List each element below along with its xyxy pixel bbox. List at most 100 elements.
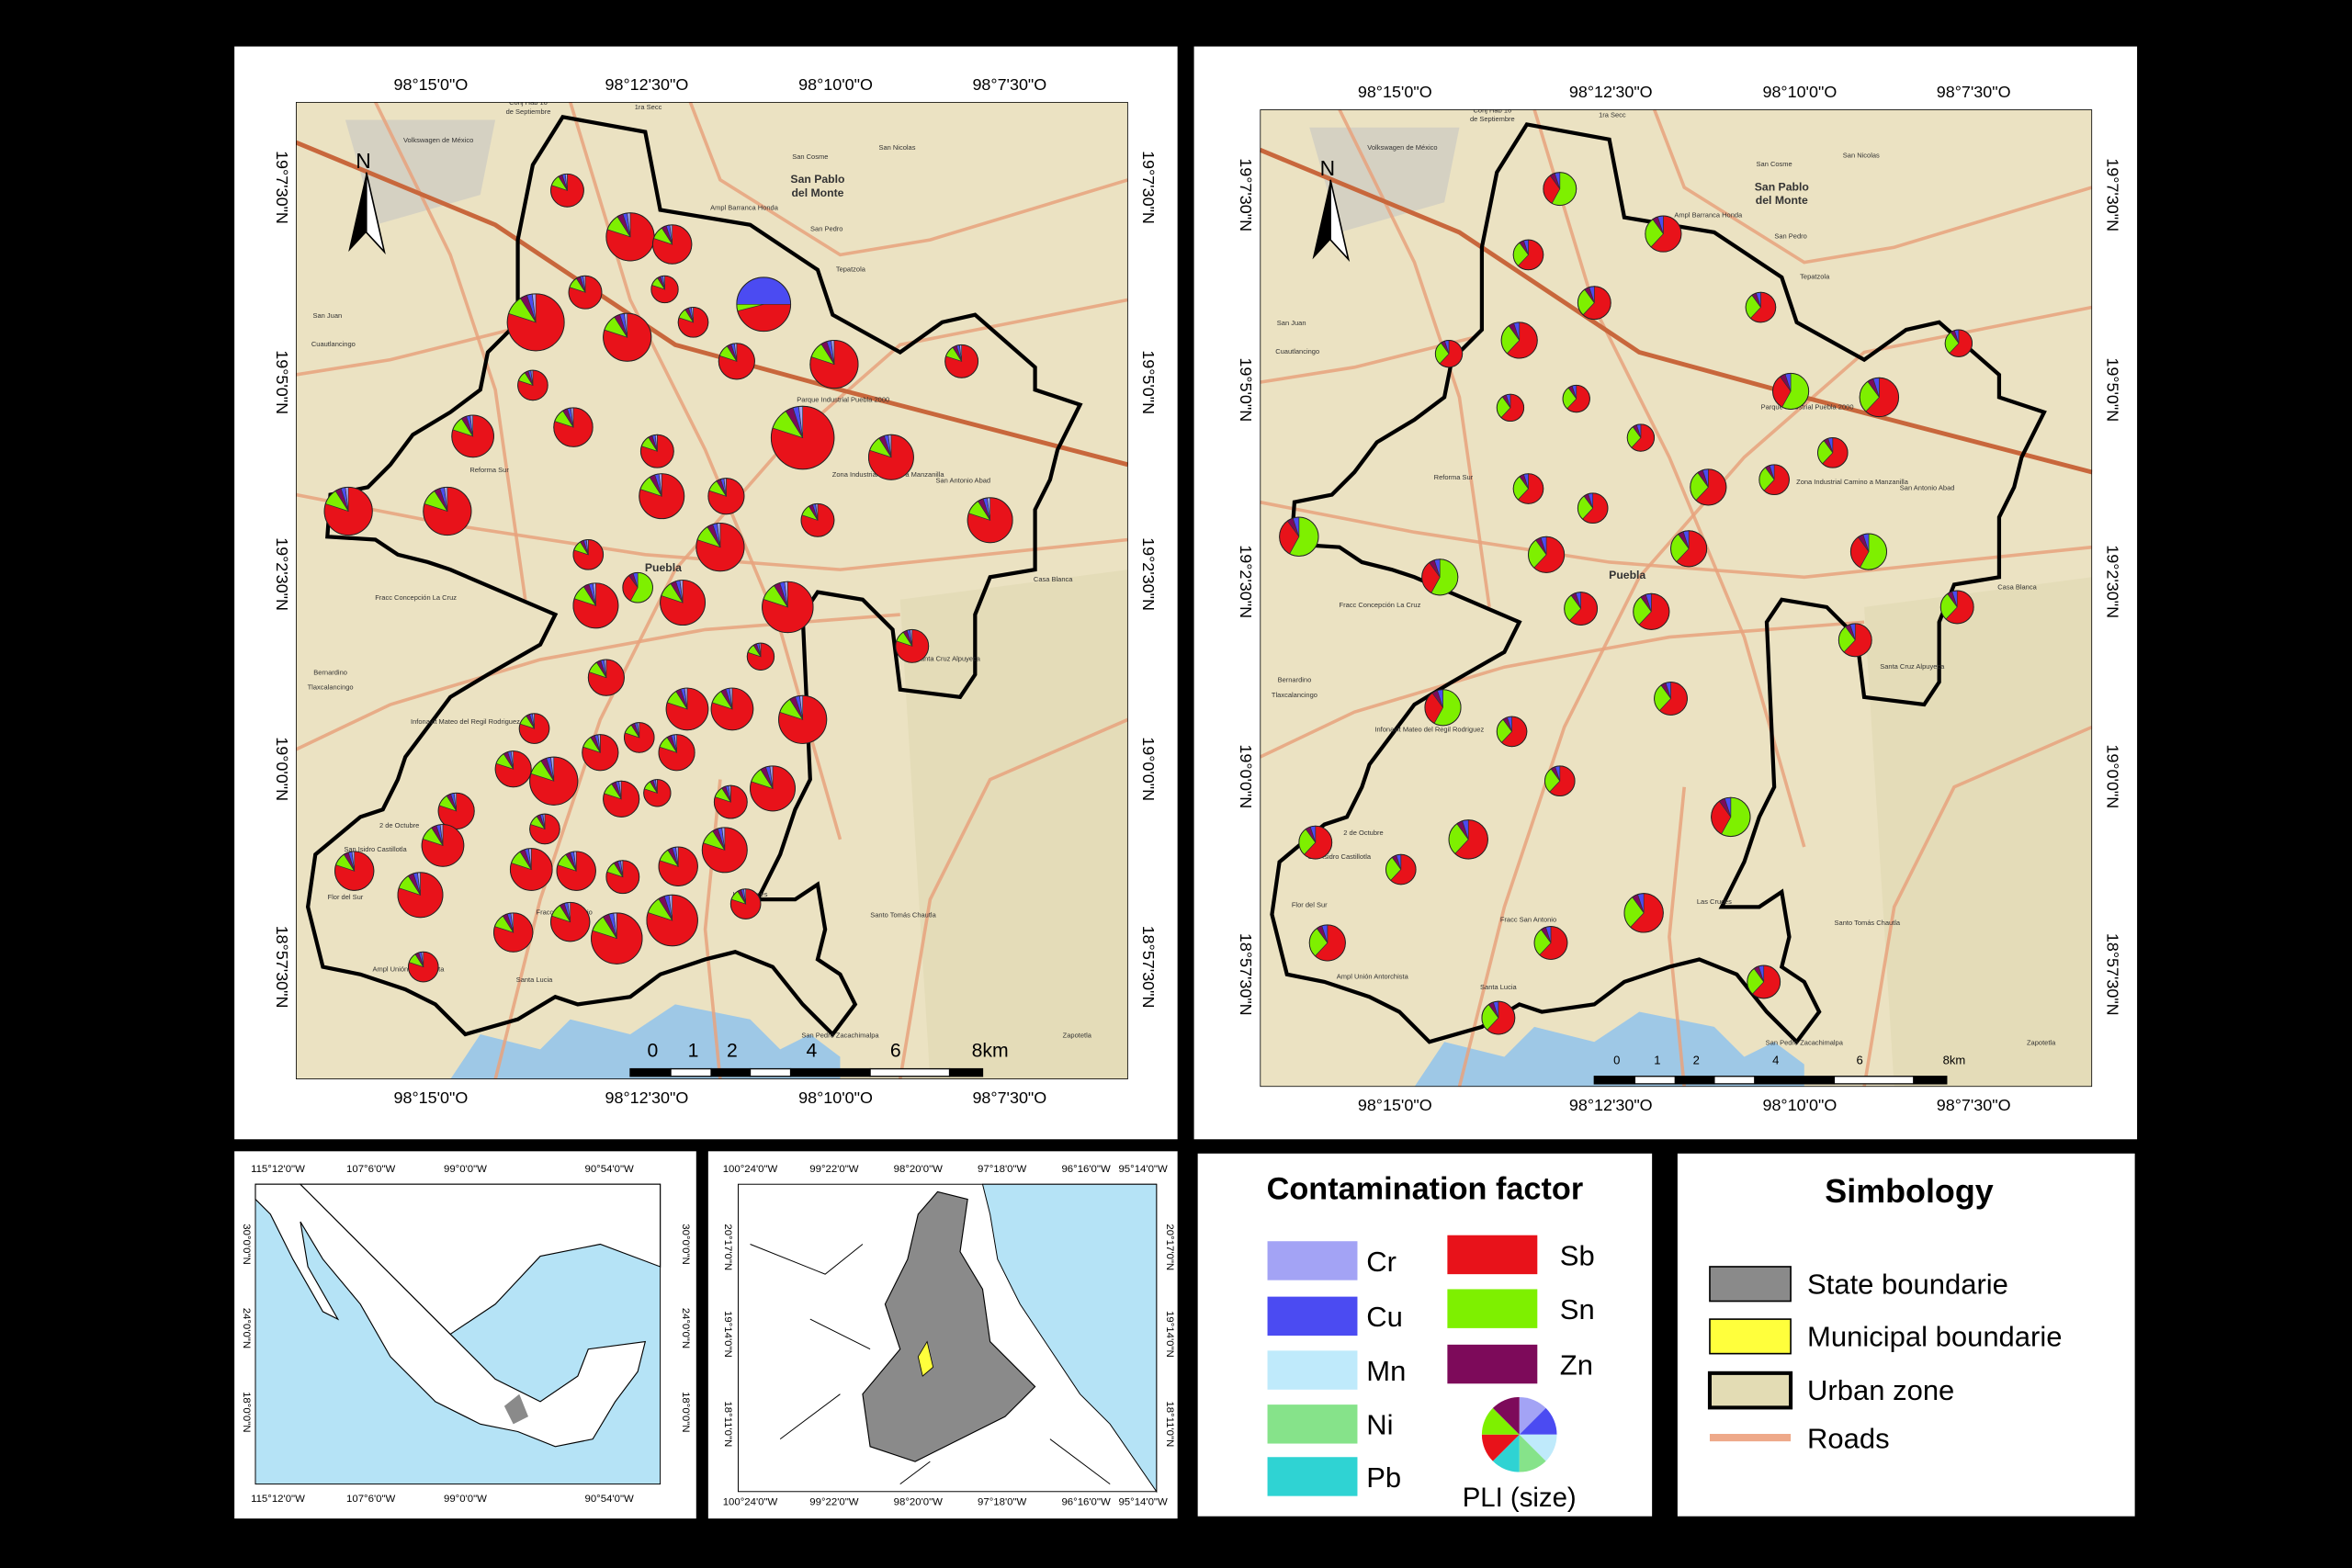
place-name: Reforma Sur (469, 466, 509, 474)
place-name: Fracc San Antonio (1500, 916, 1556, 924)
pie-outline (556, 851, 596, 891)
legend-label: Zn (1560, 1348, 1593, 1381)
road (1338, 109, 1491, 608)
pie-slice (1519, 1407, 1557, 1435)
pie-chart (1562, 384, 1590, 413)
place-name: Flor del Sur (328, 893, 364, 901)
coord-x-bottom: 95°14'0"W (1118, 1496, 1168, 1507)
pie-chart (701, 827, 748, 874)
pie-chart (1626, 423, 1656, 452)
scale-label: 1 (1654, 1054, 1660, 1067)
pie-outline (736, 276, 792, 333)
scale-segment (710, 1067, 752, 1077)
pie-chart (650, 275, 679, 304)
pie-chart (334, 851, 375, 891)
pie-outline (553, 407, 594, 447)
scale-segment (1674, 1076, 1715, 1085)
scale-segment (629, 1067, 672, 1077)
road (1668, 786, 1687, 1088)
pie-outline (582, 734, 619, 772)
pie-chart (1528, 536, 1566, 573)
pie-outline (1496, 716, 1528, 748)
simbology-label: Roads (1807, 1422, 1890, 1454)
pie-chart (1544, 765, 1576, 797)
pie-chart (1448, 819, 1488, 860)
scale-label: 6 (890, 1041, 901, 1062)
pie-outline (1424, 689, 1462, 727)
scale-label: 0 (648, 1041, 659, 1062)
pie-outline (800, 502, 835, 537)
pie-chart (660, 580, 707, 626)
pie-outline (967, 497, 1013, 544)
coord-x-bottom: 97°18'0"W (978, 1496, 1027, 1507)
pie-chart (1816, 437, 1849, 468)
coord-x-bottom: 107°6'0"W (346, 1494, 396, 1505)
pie-outline (1481, 1000, 1516, 1035)
coord-y-left: 18°11'0"N (722, 1401, 733, 1447)
coord-x-bottom: 98°7'30"O (972, 1089, 1046, 1107)
legend-title: Contamination factor (1267, 1172, 1584, 1207)
pie-chart (1308, 924, 1346, 962)
place-name: Ampl Barranca Honda (710, 203, 779, 211)
place-name: Ampl Barranca Honda (1674, 211, 1743, 220)
legend-label: Mn (1366, 1355, 1406, 1387)
pie-chart (323, 486, 373, 536)
place-name: 2 de Octubre (379, 821, 419, 829)
pie-chart (1633, 592, 1670, 630)
pie-chart (506, 293, 565, 352)
urban-zone-boundary (1270, 122, 2047, 1045)
pie-chart (710, 687, 754, 731)
municipality (917, 1340, 934, 1377)
coord-y-left: 19°2'30"N (273, 537, 291, 611)
simbology-label: State boundarie (1807, 1268, 2008, 1300)
legend-swatch (1447, 1344, 1538, 1384)
pie-chart (1772, 372, 1810, 411)
pie-outline (1623, 893, 1664, 933)
pie-outline (591, 912, 643, 964)
pie-chart (437, 792, 475, 829)
pie-outline (605, 860, 640, 895)
sea (981, 1183, 1158, 1494)
legend-swatch (1447, 1235, 1538, 1275)
pie-outline (549, 901, 591, 942)
coord-y-left: 18°0'0"N (241, 1392, 252, 1432)
place-name: Casa Blanca (1997, 582, 2037, 591)
place-name: Flor del Sur (1292, 900, 1328, 908)
pie-outline (492, 912, 534, 953)
pie-chart (529, 756, 579, 806)
place-name: Las Cruces (1697, 897, 1732, 906)
pie-outline (568, 275, 603, 310)
place-name: Bernardino (313, 668, 347, 676)
place-name: Zona Industrial Camino a Manzanilla (1796, 478, 1909, 486)
legend-label: Sn (1560, 1293, 1595, 1325)
coord-y-left: 19°0'0"N (1237, 744, 1255, 808)
pie-outline (1849, 533, 1888, 570)
pie-outline (1298, 825, 1333, 860)
pie-outline (1670, 530, 1708, 568)
place-name: Zapotetla (2027, 1038, 2056, 1046)
place-name: Conj Hab 16 (1473, 106, 1511, 114)
pie-outline (746, 642, 775, 671)
legend-swatch (1447, 1289, 1538, 1328)
pie-outline (1528, 536, 1566, 573)
road (688, 101, 1128, 257)
pie-chart (800, 502, 835, 537)
coord-y-left: 19°7'30"N (273, 151, 291, 224)
pie-outline (1645, 215, 1682, 253)
coord-x-bottom: 98°12'30"O (1569, 1096, 1653, 1114)
pie-outline (572, 539, 605, 570)
coord-y-left: 19°2'30"N (1237, 545, 1255, 618)
state-puebla (862, 1190, 1036, 1462)
road (493, 298, 1128, 1079)
pie-outline (451, 414, 494, 458)
pie-chart (1434, 339, 1464, 368)
coord-y-right: 19°5'0"N (2103, 357, 2121, 422)
pie-outline (529, 813, 560, 845)
hill-area (1864, 577, 2093, 1088)
pie-outline (1745, 291, 1777, 323)
pie-chart (895, 628, 930, 663)
